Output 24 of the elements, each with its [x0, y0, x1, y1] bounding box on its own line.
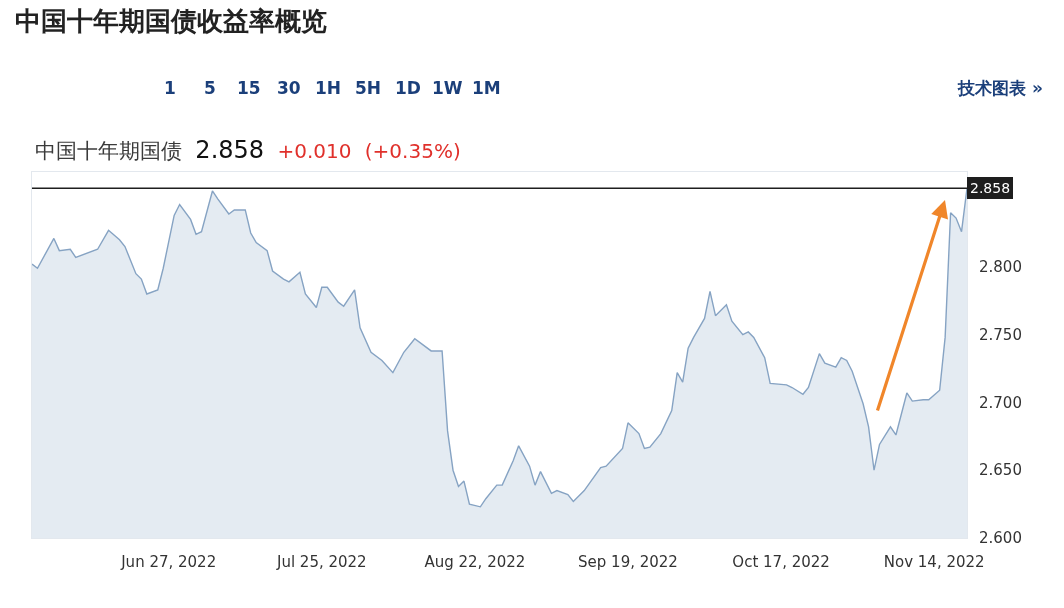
text: 5: [204, 78, 216, 98]
text: 5H: [355, 78, 382, 98]
text: 1W: [432, 78, 463, 98]
x-tick-label: Jun 27, 2022: [120, 553, 217, 571]
text: 30: [277, 78, 301, 98]
text: 1: [164, 78, 176, 98]
y-tick-label: 2.600: [979, 529, 1022, 548]
chart-title: 中国十年期国债收益率概览: [15, 6, 327, 37]
x-tick-label: Nov 14, 2022: [883, 553, 985, 571]
y-tick-label: 2.750: [979, 325, 1022, 344]
y-tick-label: 2.700: [979, 393, 1022, 412]
chart-subtitle: 中国十年期国债 2.858 +0.010 (+0.35%): [35, 136, 461, 164]
text: 1M: [472, 78, 501, 98]
x-tick-label: Jul 25, 2022: [275, 553, 367, 571]
ref-line-label: 2.858: [970, 180, 1011, 196]
text: 技术图表 »: [957, 78, 1043, 98]
x-tick-label: Sep 19, 2022: [578, 553, 678, 571]
text: 1D: [395, 78, 421, 98]
y-tick-label: 2.650: [979, 461, 1022, 480]
y-tick-label: 2.800: [979, 258, 1022, 277]
x-tick-label: Oct 17, 2022: [732, 553, 830, 571]
x-tick-label: Aug 22, 2022: [424, 553, 526, 571]
text: 15: [237, 78, 261, 98]
text: 1H: [315, 78, 342, 98]
